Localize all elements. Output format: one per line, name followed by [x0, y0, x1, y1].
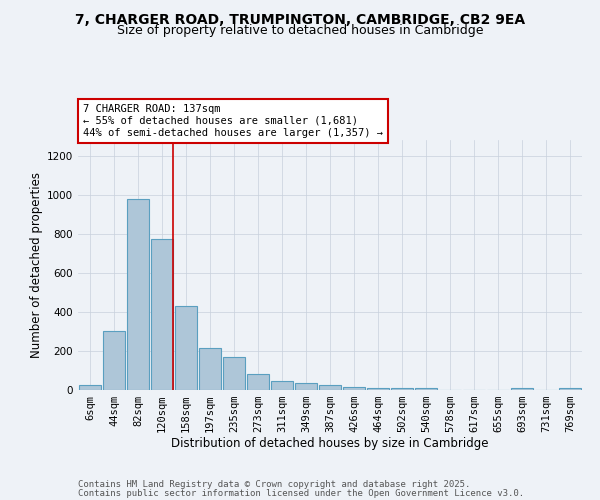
Text: Size of property relative to detached houses in Cambridge: Size of property relative to detached ho… [117, 24, 483, 37]
Bar [295, 383, 317, 390]
Bar [343, 387, 365, 390]
Bar [151, 238, 173, 390]
Bar [247, 374, 269, 390]
Bar [79, 385, 101, 390]
X-axis label: Distribution of detached houses by size in Cambridge: Distribution of detached houses by size … [171, 436, 489, 450]
Bar [127, 198, 149, 390]
Bar [271, 380, 293, 390]
Bar [199, 348, 221, 390]
Bar [223, 357, 245, 390]
Bar [511, 388, 533, 390]
Text: 7 CHARGER ROAD: 137sqm
← 55% of detached houses are smaller (1,681)
44% of semi-: 7 CHARGER ROAD: 137sqm ← 55% of detached… [83, 104, 383, 138]
Y-axis label: Number of detached properties: Number of detached properties [30, 172, 43, 358]
Bar [319, 385, 341, 390]
Text: Contains public sector information licensed under the Open Government Licence v3: Contains public sector information licen… [78, 488, 524, 498]
Bar [175, 306, 197, 390]
Bar [103, 332, 125, 390]
Text: 7, CHARGER ROAD, TRUMPINGTON, CAMBRIDGE, CB2 9EA: 7, CHARGER ROAD, TRUMPINGTON, CAMBRIDGE,… [75, 12, 525, 26]
Bar [559, 388, 581, 390]
Bar [367, 388, 389, 390]
Bar [391, 388, 413, 390]
Text: Contains HM Land Registry data © Crown copyright and database right 2025.: Contains HM Land Registry data © Crown c… [78, 480, 470, 489]
Bar [415, 388, 437, 390]
